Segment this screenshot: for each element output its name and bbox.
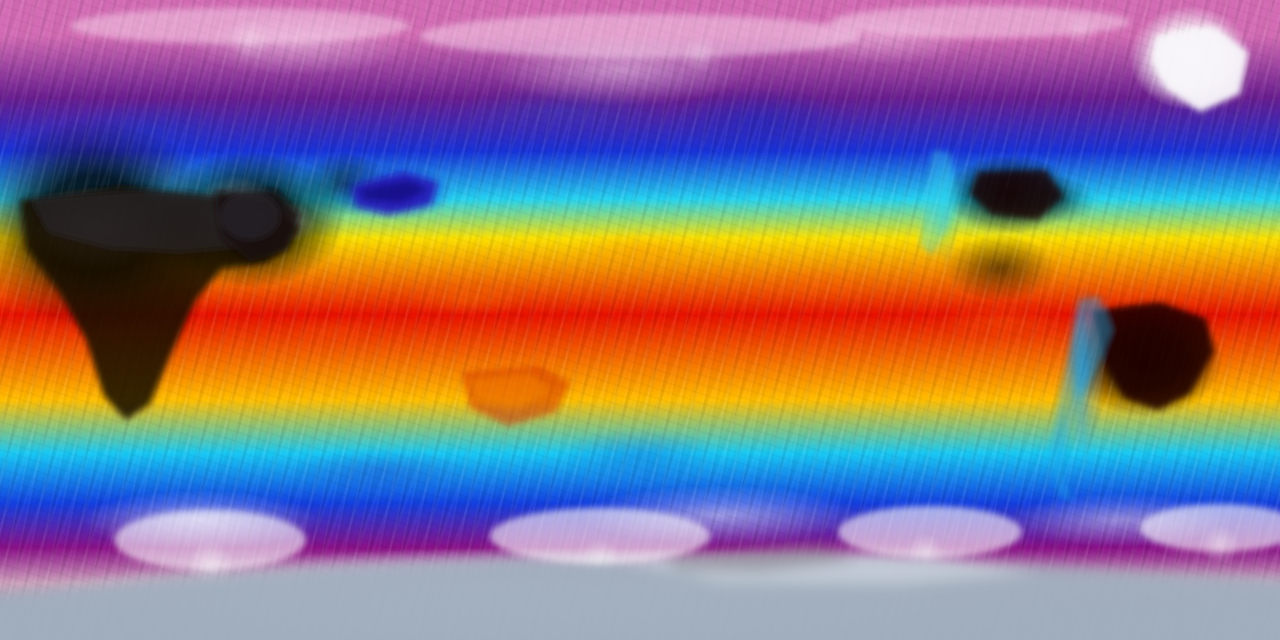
arabia-thermal-mass — [214, 190, 300, 262]
antarctic-ice-sheet — [0, 546, 1280, 640]
africa-thermal-mass — [20, 186, 300, 420]
southern-ocean-cloud-spirals — [114, 504, 1280, 570]
greenland-ice-sheet — [1152, 26, 1248, 112]
tibetan-plateau-cold-mass — [352, 172, 438, 214]
north-america-thermal-mass — [920, 150, 1064, 256]
australia-thermal-mass — [462, 366, 570, 426]
south-america-thermal-mass — [1050, 296, 1214, 500]
arctic-haze-streaks — [70, 6, 1130, 58]
